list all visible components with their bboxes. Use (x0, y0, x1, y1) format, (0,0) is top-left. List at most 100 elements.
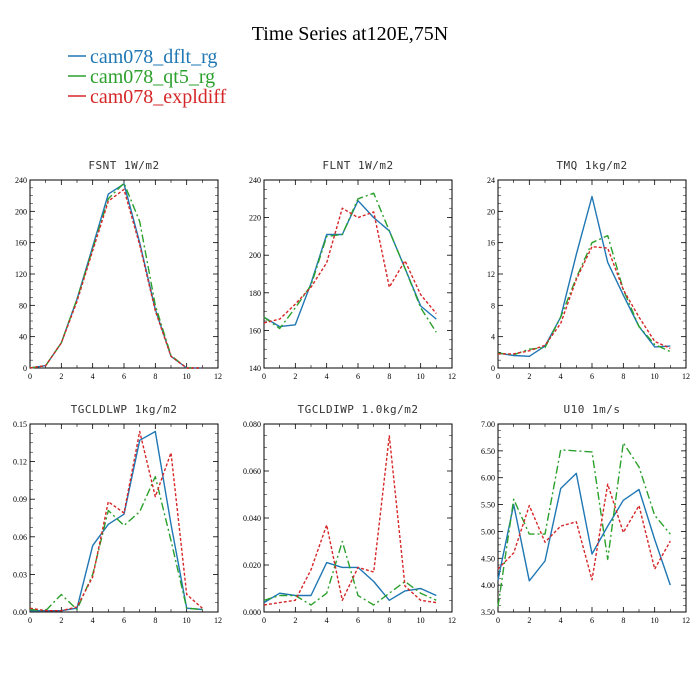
y-tick-label: 4 (491, 333, 495, 342)
y-tick-label: 6.50 (481, 447, 495, 456)
y-tick-label: 24 (487, 176, 495, 185)
x-tick-label: 10 (651, 372, 659, 381)
y-tick-label: 120 (15, 270, 27, 279)
y-tick-label: 3.50 (481, 608, 495, 617)
y-tick-label: 200 (249, 251, 261, 260)
y-tick-label: 0.15 (13, 420, 27, 429)
x-tick-label: 6 (356, 616, 360, 625)
y-tick-label: 0.040 (243, 514, 261, 523)
x-tick-label: 8 (621, 616, 625, 625)
series-line (497, 195, 671, 357)
legend-label: cam078_qt5_rg (90, 66, 215, 88)
x-tick-label: 0 (496, 616, 500, 625)
series-line (29, 475, 203, 612)
x-tick-label: 4 (559, 616, 563, 625)
x-tick-label: 4 (325, 372, 329, 381)
legend-item: cam078_expldiff (68, 86, 227, 108)
y-tick-label: 7.00 (481, 420, 495, 429)
x-tick-label: 2 (527, 372, 531, 381)
series-line (498, 245, 671, 355)
plot-frame (29, 179, 219, 369)
series-line (497, 234, 671, 356)
panel-title: FSNT 1W/m2 (88, 159, 159, 172)
legend: cam078_dflt_rg cam078_qt5_rg cam078_expl… (68, 46, 227, 108)
plot-frame (263, 179, 453, 369)
y-tick-label: 0.020 (243, 561, 261, 570)
figure-title: Time Series at120E,75N (252, 23, 448, 45)
x-tick-label: 2 (293, 372, 297, 381)
x-tick-label: 12 (448, 372, 456, 381)
x-tick-label: 10 (417, 616, 425, 625)
chart-panel: FLNT 1W/m2 0 2 4 6 8 10 12 140 160 180 200 220 240 (249, 159, 456, 381)
y-tick-label: 240 (15, 176, 27, 185)
y-tick-label: 220 (249, 214, 261, 223)
y-tick-label: 0.06 (13, 533, 27, 542)
series-line (29, 430, 203, 612)
panel-title: U10 1m/s (564, 403, 621, 416)
y-tick-label: 0.000 (243, 608, 261, 617)
y-tick-label: 12 (487, 270, 495, 279)
y-tick-label: 180 (249, 289, 261, 298)
x-tick-label: 2 (59, 616, 63, 625)
chart-panel: U10 1m/s 0 2 4 6 8 10 12 3.50 4.00 4.50 5.00 5.50 6.0… (481, 403, 690, 625)
series-line (30, 430, 203, 612)
y-tick-label: 200 (15, 207, 27, 216)
y-tick-label: 6.00 (481, 474, 495, 483)
x-tick-label: 0 (262, 372, 266, 381)
series-line (263, 561, 437, 604)
y-tick-label: 5.00 (481, 527, 495, 536)
x-tick-label: 10 (183, 616, 191, 625)
series-line (263, 192, 437, 333)
chart-panel: TGCLDIWP 1.0kg/m2 0 2 4 6 8 10 12 0.000 0.020 0.04… (243, 403, 456, 625)
x-tick-label: 8 (387, 372, 391, 381)
x-tick-label: 10 (651, 616, 659, 625)
x-tick-label: 0 (262, 616, 266, 625)
x-tick-label: 8 (387, 616, 391, 625)
y-tick-label: 0.060 (243, 467, 261, 476)
y-tick-label: 0.03 (13, 570, 27, 579)
legend-label: cam078_expldiff (90, 86, 227, 108)
x-tick-label: 10 (183, 372, 191, 381)
x-tick-label: 12 (448, 616, 456, 625)
y-tick-label: 160 (15, 239, 27, 248)
panel-title: TMQ 1kg/m2 (556, 159, 627, 172)
panel-title: TGCLDLWP 1kg/m2 (71, 403, 178, 416)
y-tick-label: 140 (249, 364, 261, 373)
legend-item: cam078_dflt_rg (68, 46, 217, 68)
y-tick-label: 40 (19, 333, 27, 342)
series-line (263, 540, 437, 606)
x-tick-label: 8 (153, 616, 157, 625)
y-tick-label: 240 (249, 176, 261, 185)
x-tick-label: 0 (28, 616, 32, 625)
x-tick-label: 4 (559, 372, 563, 381)
series-line (29, 183, 203, 369)
x-tick-label: 8 (621, 372, 625, 381)
x-tick-label: 4 (91, 372, 95, 381)
y-tick-label: 8 (491, 301, 495, 310)
series-line (497, 483, 671, 581)
legend-label: cam078_dflt_rg (90, 46, 217, 68)
y-tick-label: 80 (19, 301, 27, 310)
series-line (263, 207, 437, 324)
y-tick-label: 0.09 (13, 495, 27, 504)
x-tick-label: 2 (59, 372, 63, 381)
y-tick-label: 0 (23, 364, 27, 373)
y-tick-label: 0.00 (13, 608, 27, 617)
y-tick-label: 4.00 (481, 581, 495, 590)
y-tick-label: 5.50 (481, 501, 495, 510)
y-tick-label: 16 (487, 239, 495, 248)
x-tick-label: 8 (153, 372, 157, 381)
x-tick-label: 12 (214, 372, 222, 381)
series-line (29, 182, 203, 369)
x-tick-label: 0 (28, 372, 32, 381)
chart-panel: TGCLDLWP 1kg/m2 0 2 4 6 8 10 12 0.00 0.03 0.06 0.09… (13, 403, 222, 625)
y-tick-label: 20 (487, 207, 495, 216)
panels: FSNT 1W/m20 2 4 6 8 10 1204080120160200240FLNT… (13, 159, 690, 625)
y-tick-label: 0.080 (243, 420, 261, 429)
x-tick-label: 12 (214, 616, 222, 625)
series-line (497, 472, 671, 586)
x-tick-label: 2 (293, 616, 297, 625)
x-tick-label: 12 (682, 372, 690, 381)
